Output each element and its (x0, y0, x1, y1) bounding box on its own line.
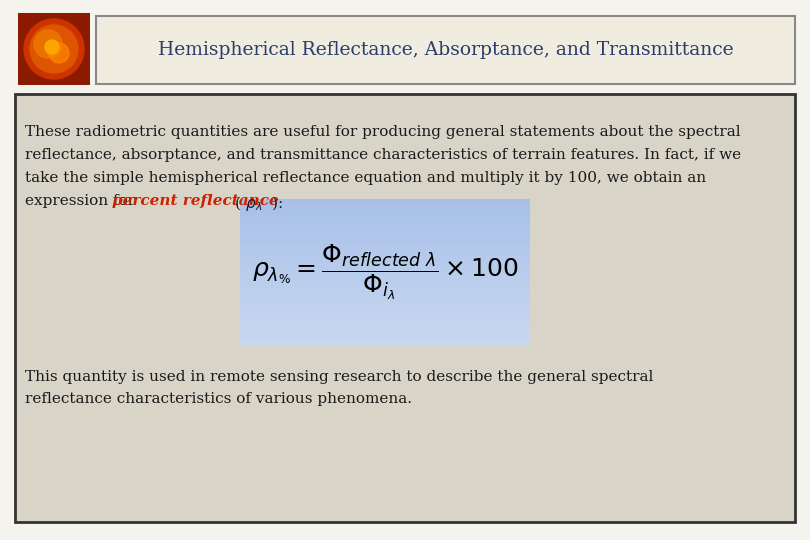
Bar (240, 232, 530, 237)
Bar (240, 275, 530, 280)
Bar (240, 210, 530, 214)
Bar (240, 289, 530, 294)
Bar (240, 206, 530, 211)
Bar (240, 199, 530, 204)
Text: These radiometric quantities are useful for producing general statements about t: These radiometric quantities are useful … (25, 125, 740, 139)
Bar (240, 239, 530, 244)
Bar (240, 246, 530, 251)
FancyBboxPatch shape (96, 16, 795, 84)
Circle shape (30, 25, 78, 73)
Bar (240, 279, 530, 284)
Circle shape (49, 43, 69, 63)
Bar (240, 326, 530, 330)
Bar (240, 293, 530, 298)
Bar (240, 213, 530, 218)
Bar (15, 94, 795, 522)
Bar (240, 221, 530, 225)
Bar (240, 286, 530, 291)
Bar (240, 329, 530, 334)
Bar (240, 217, 530, 222)
Bar (240, 312, 530, 316)
Text: $\rho_{\lambda_{\%}} = \dfrac{\Phi_{\mathit{reflected}\ \lambda}}{\Phi_{i_{\lamb: $\rho_{\lambda_{\%}} = \dfrac{\Phi_{\mat… (252, 243, 518, 302)
Bar (240, 319, 530, 323)
Text: This quantity is used in remote sensing research to describe the general spectra: This quantity is used in remote sensing … (25, 370, 654, 384)
Bar (240, 337, 530, 341)
Bar (240, 235, 530, 240)
Text: expression for: expression for (25, 194, 140, 208)
Bar (240, 297, 530, 301)
Bar (240, 261, 530, 265)
Bar (240, 242, 530, 247)
Bar (240, 268, 530, 273)
Bar (240, 333, 530, 338)
Bar (240, 253, 530, 258)
Circle shape (45, 40, 59, 54)
Text: reflectance, absorptance, and transmittance characteristics of terrain features.: reflectance, absorptance, and transmitta… (25, 148, 741, 162)
Bar (240, 225, 530, 229)
Circle shape (34, 30, 62, 58)
Circle shape (24, 19, 84, 79)
Text: ( $\rho_{\lambda}$  ):: ( $\rho_{\lambda}$ ): (230, 194, 284, 213)
Bar (240, 202, 530, 207)
Bar (18, 13, 90, 85)
Bar (240, 249, 530, 254)
Bar (240, 322, 530, 327)
Bar (240, 308, 530, 312)
Bar (240, 315, 530, 320)
Text: Hemispherical Reflectance, Absorptance, and Transmittance: Hemispherical Reflectance, Absorptance, … (158, 41, 733, 59)
Bar (240, 340, 530, 345)
Bar (240, 272, 530, 276)
Text: percent reflectance: percent reflectance (112, 194, 279, 208)
Text: reflectance characteristics of various phenomena.: reflectance characteristics of various p… (25, 392, 412, 406)
Bar (240, 304, 530, 309)
Bar (240, 282, 530, 287)
Bar (240, 264, 530, 269)
Bar (240, 257, 530, 261)
Bar (240, 228, 530, 233)
Bar (240, 300, 530, 305)
Text: take the simple hemispherical reflectance equation and multiply it by 100, we ob: take the simple hemispherical reflectanc… (25, 171, 706, 185)
